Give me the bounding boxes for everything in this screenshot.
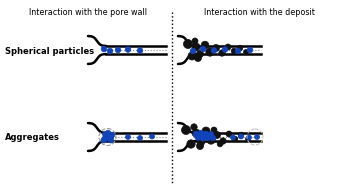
Text: Interaction with the pore wall: Interaction with the pore wall — [29, 8, 147, 17]
Circle shape — [201, 41, 209, 49]
Text: Aggregates: Aggregates — [5, 132, 60, 142]
Circle shape — [200, 135, 206, 141]
Circle shape — [238, 132, 244, 138]
Circle shape — [212, 44, 219, 51]
Circle shape — [244, 50, 248, 54]
Circle shape — [205, 135, 211, 140]
Circle shape — [182, 125, 191, 135]
Circle shape — [213, 132, 220, 139]
Circle shape — [125, 47, 131, 52]
Circle shape — [194, 54, 201, 61]
Circle shape — [226, 131, 232, 137]
Text: Spherical particles: Spherical particles — [5, 47, 94, 57]
Circle shape — [217, 141, 223, 147]
Circle shape — [105, 130, 111, 136]
Circle shape — [103, 134, 109, 140]
Circle shape — [101, 137, 107, 143]
Circle shape — [192, 43, 200, 51]
Circle shape — [107, 48, 113, 54]
Circle shape — [225, 44, 231, 50]
Circle shape — [109, 132, 115, 138]
Circle shape — [101, 46, 107, 52]
Circle shape — [193, 131, 199, 137]
Circle shape — [137, 136, 143, 140]
Circle shape — [230, 135, 236, 140]
Circle shape — [192, 129, 200, 137]
Circle shape — [102, 132, 108, 136]
Circle shape — [126, 135, 130, 139]
Circle shape — [188, 52, 196, 60]
Circle shape — [235, 48, 241, 54]
Circle shape — [238, 134, 244, 139]
Circle shape — [197, 138, 205, 146]
Circle shape — [197, 143, 203, 149]
Circle shape — [237, 45, 243, 51]
Circle shape — [202, 127, 210, 135]
Circle shape — [183, 40, 192, 49]
Circle shape — [206, 48, 214, 56]
Circle shape — [247, 47, 253, 53]
Circle shape — [211, 48, 217, 53]
Circle shape — [232, 136, 238, 142]
Circle shape — [246, 135, 252, 140]
Circle shape — [207, 136, 215, 144]
Circle shape — [137, 48, 143, 53]
Circle shape — [190, 48, 196, 54]
Circle shape — [222, 47, 228, 52]
Circle shape — [219, 50, 225, 56]
Circle shape — [200, 46, 206, 52]
Circle shape — [255, 135, 260, 139]
Circle shape — [192, 38, 198, 44]
Circle shape — [246, 136, 251, 142]
Circle shape — [191, 124, 197, 130]
Text: Interaction with the deposit: Interaction with the deposit — [203, 8, 315, 17]
Circle shape — [209, 132, 213, 136]
Circle shape — [220, 138, 226, 144]
Circle shape — [198, 130, 204, 136]
Circle shape — [210, 135, 216, 141]
Circle shape — [187, 140, 195, 148]
Circle shape — [108, 135, 113, 141]
Circle shape — [203, 131, 209, 137]
Circle shape — [149, 134, 155, 139]
Circle shape — [109, 138, 113, 143]
Circle shape — [115, 47, 121, 53]
Circle shape — [211, 127, 217, 133]
Circle shape — [195, 134, 201, 140]
Circle shape — [231, 48, 237, 54]
Circle shape — [197, 50, 203, 57]
